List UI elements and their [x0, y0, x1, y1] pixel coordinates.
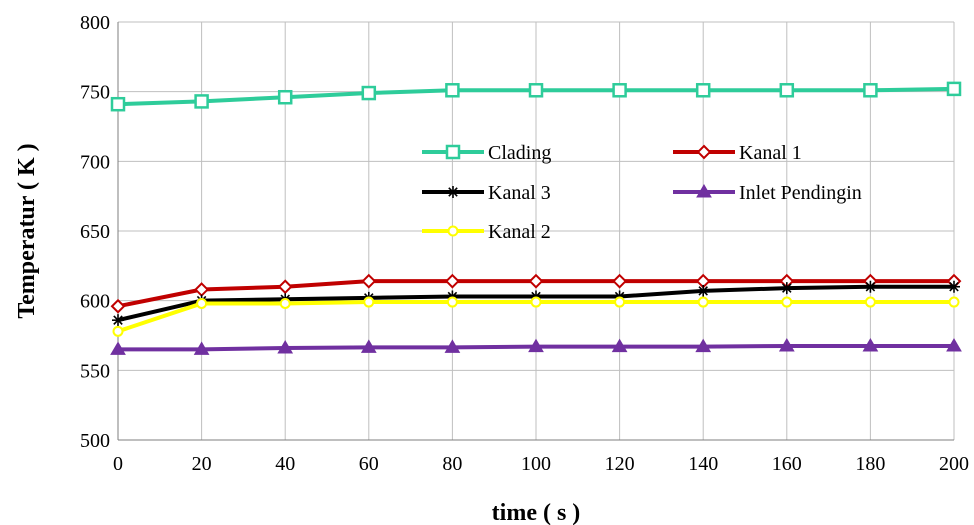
legend-item-clading: Clading	[422, 142, 551, 164]
y-tick-label: 650	[80, 221, 110, 243]
legend-item-kanal-3: Kanal 3	[422, 182, 551, 204]
data-point-circle	[864, 296, 876, 308]
y-axis-title: Temperatur ( K )	[14, 143, 40, 318]
data-point-triangle	[696, 184, 712, 198]
data-point-triangle	[778, 337, 795, 352]
data-point-square	[528, 83, 544, 98]
x-tick-label: 60	[359, 453, 379, 475]
x-tick-label: 120	[605, 453, 635, 475]
data-point-square	[863, 83, 878, 98]
data-point-diamond	[612, 273, 628, 289]
data-point-square	[194, 94, 209, 109]
legend-label: Kanal 2	[488, 221, 551, 243]
data-point-circle	[279, 297, 291, 309]
data-point-circle	[112, 325, 124, 337]
data-point-circle	[530, 296, 542, 308]
data-point-asterisk	[447, 186, 459, 198]
data-point-triangle	[695, 338, 712, 353]
axes	[117, 22, 954, 441]
data-point-circle	[196, 297, 208, 309]
data-point-circle	[948, 296, 960, 308]
data-point-square	[946, 81, 962, 97]
legend-item-kanal-1: Kanal 1	[673, 142, 802, 164]
data-point-asterisk	[697, 284, 710, 297]
legend-label: Kanal 1	[739, 142, 802, 164]
y-tick-labels: 500 550 600 650 700 750 800	[80, 12, 110, 452]
legend-label: Inlet Pendingin	[739, 182, 862, 204]
data-point-diamond	[361, 273, 377, 289]
data-point-diamond	[696, 144, 712, 160]
x-tick-labels: 0 20 40 60 80 100 120 140 160 180 200	[113, 453, 969, 475]
legend-label: Clading	[488, 142, 551, 164]
data-point-square	[445, 83, 460, 98]
data-point-triangle	[110, 341, 126, 355]
data-point-circle	[447, 225, 459, 237]
data-point-triangle	[360, 339, 377, 353]
series-clading	[110, 81, 962, 112]
data-point-square	[612, 83, 627, 98]
data-point-triangle	[277, 340, 294, 354]
x-tick-label: 160	[772, 453, 802, 475]
data-point-square	[445, 144, 461, 160]
y-tick-label: 750	[80, 82, 110, 104]
series-group	[110, 81, 962, 355]
x-tick-label: 100	[521, 453, 551, 475]
data-point-circle	[614, 296, 626, 308]
x-axis-title: time ( s )	[492, 500, 581, 525]
legend-label: Kanal 3	[488, 182, 551, 204]
data-point-square	[695, 83, 711, 98]
data-point-square	[110, 96, 126, 112]
data-point-asterisk	[948, 280, 960, 293]
data-point-diamond	[110, 298, 126, 314]
data-point-triangle	[611, 338, 628, 353]
data-point-triangle	[193, 341, 210, 355]
data-point-square	[361, 85, 377, 101]
x-tick-label: 40	[275, 453, 295, 475]
series-inlet-pendingin	[110, 337, 962, 355]
x-tick-label: 140	[688, 453, 718, 475]
data-point-asterisk	[112, 314, 124, 327]
data-point-square	[277, 89, 293, 105]
legend: Clading Kanal 1 Kanal 3 Inlet Pendingin Kana…	[422, 142, 862, 243]
x-tick-label: 180	[855, 453, 885, 475]
data-point-diamond	[444, 273, 460, 289]
y-tick-label: 700	[80, 151, 110, 173]
data-point-circle	[781, 296, 793, 308]
data-point-asterisk	[780, 282, 793, 295]
data-point-diamond	[277, 279, 293, 295]
data-point-circle	[697, 296, 709, 308]
data-point-asterisk	[864, 280, 877, 293]
data-point-triangle	[946, 337, 962, 352]
y-tick-label: 550	[80, 360, 110, 382]
data-point-square	[779, 83, 795, 98]
x-tick-label: 80	[442, 453, 462, 475]
legend-item-kanal-2: Kanal 2	[422, 221, 551, 243]
series-kanal-2	[112, 296, 960, 337]
y-tick-label: 800	[80, 12, 110, 34]
data-point-circle	[446, 296, 458, 308]
y-tick-label: 500	[80, 430, 110, 452]
data-point-diamond	[528, 273, 544, 289]
data-point-triangle	[528, 338, 544, 353]
legend-item-inlet-pendingin: Inlet Pendingin	[673, 182, 862, 204]
data-point-triangle	[444, 339, 461, 353]
x-tick-label: 20	[192, 453, 212, 475]
y-tick-label: 600	[80, 291, 110, 313]
x-tick-label: 200	[939, 453, 969, 475]
data-point-triangle	[862, 337, 879, 352]
x-tick-label: 0	[113, 453, 123, 475]
data-point-circle	[363, 296, 375, 308]
